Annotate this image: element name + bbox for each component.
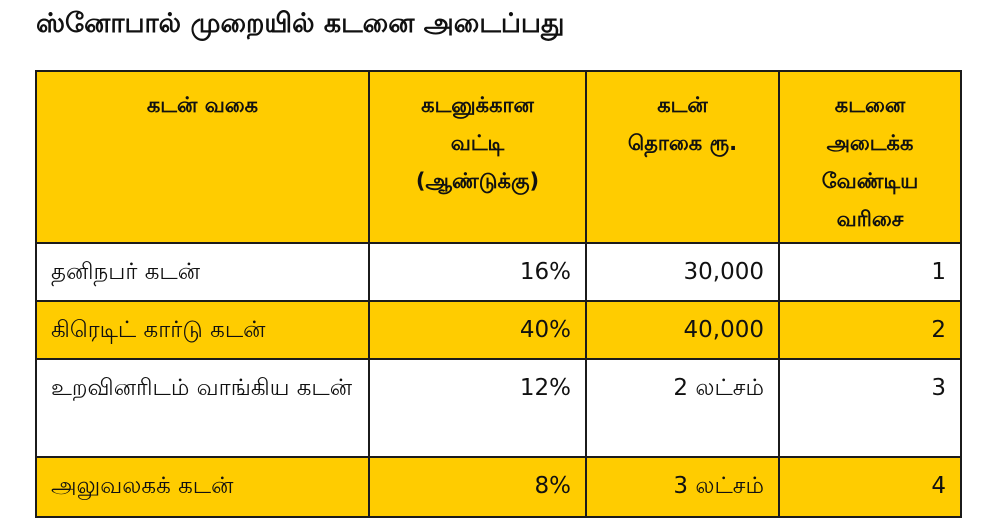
cell-loan-type: கிரெடிட் கார்டு கடன் <box>35 300 370 360</box>
cell-payoff-order: 3 <box>778 358 962 458</box>
cell-payoff-order: 4 <box>778 456 962 518</box>
table-header-row: கடன் வகை கடனுக்கான வட்டி (ஆண்டுக்கு) கடன… <box>35 70 962 244</box>
cell-loan-type: உறவினரிடம் வாங்கிய கடன் <box>35 358 370 458</box>
cell-payoff-order: 1 <box>778 242 962 302</box>
header-payoff-order: கடனை அடைக்க வேண்டிய வரிசை <box>778 70 962 244</box>
cell-payoff-order: 2 <box>778 300 962 360</box>
cell-loan-type: அலுவலகக் கடன் <box>35 456 370 518</box>
header-loan-type: கடன் வகை <box>35 70 370 244</box>
cell-interest-rate: 8% <box>368 456 587 518</box>
cell-loan-amount: 30,000 <box>585 242 780 302</box>
page-title: ஸ்னோபால் முறையில் கடனை அடைப்பது <box>36 8 565 39</box>
loan-payoff-table: கடன் வகை கடனுக்கான வட்டி (ஆண்டுக்கு) கடன… <box>35 70 962 518</box>
cell-loan-type: தனிநபர் கடன் <box>35 242 370 302</box>
table-row: கிரெடிட் கார்டு கடன் 40% 40,000 2 <box>35 300 962 360</box>
cell-interest-rate: 16% <box>368 242 587 302</box>
header-loan-amount: கடன் தொகை ரூ. <box>585 70 780 244</box>
table-row: அலுவலகக் கடன் 8% 3 லட்சம் 4 <box>35 456 962 518</box>
cell-loan-amount: 3 லட்சம் <box>585 456 780 518</box>
table-row: உறவினரிடம் வாங்கிய கடன் 12% 2 லட்சம் 3 <box>35 358 962 458</box>
cell-interest-rate: 12% <box>368 358 587 458</box>
cell-interest-rate: 40% <box>368 300 587 360</box>
table-row: தனிநபர் கடன் 16% 30,000 1 <box>35 242 962 302</box>
cell-loan-amount: 40,000 <box>585 300 780 360</box>
header-interest-rate: கடனுக்கான வட்டி (ஆண்டுக்கு) <box>368 70 587 244</box>
cell-loan-amount: 2 லட்சம் <box>585 358 780 458</box>
